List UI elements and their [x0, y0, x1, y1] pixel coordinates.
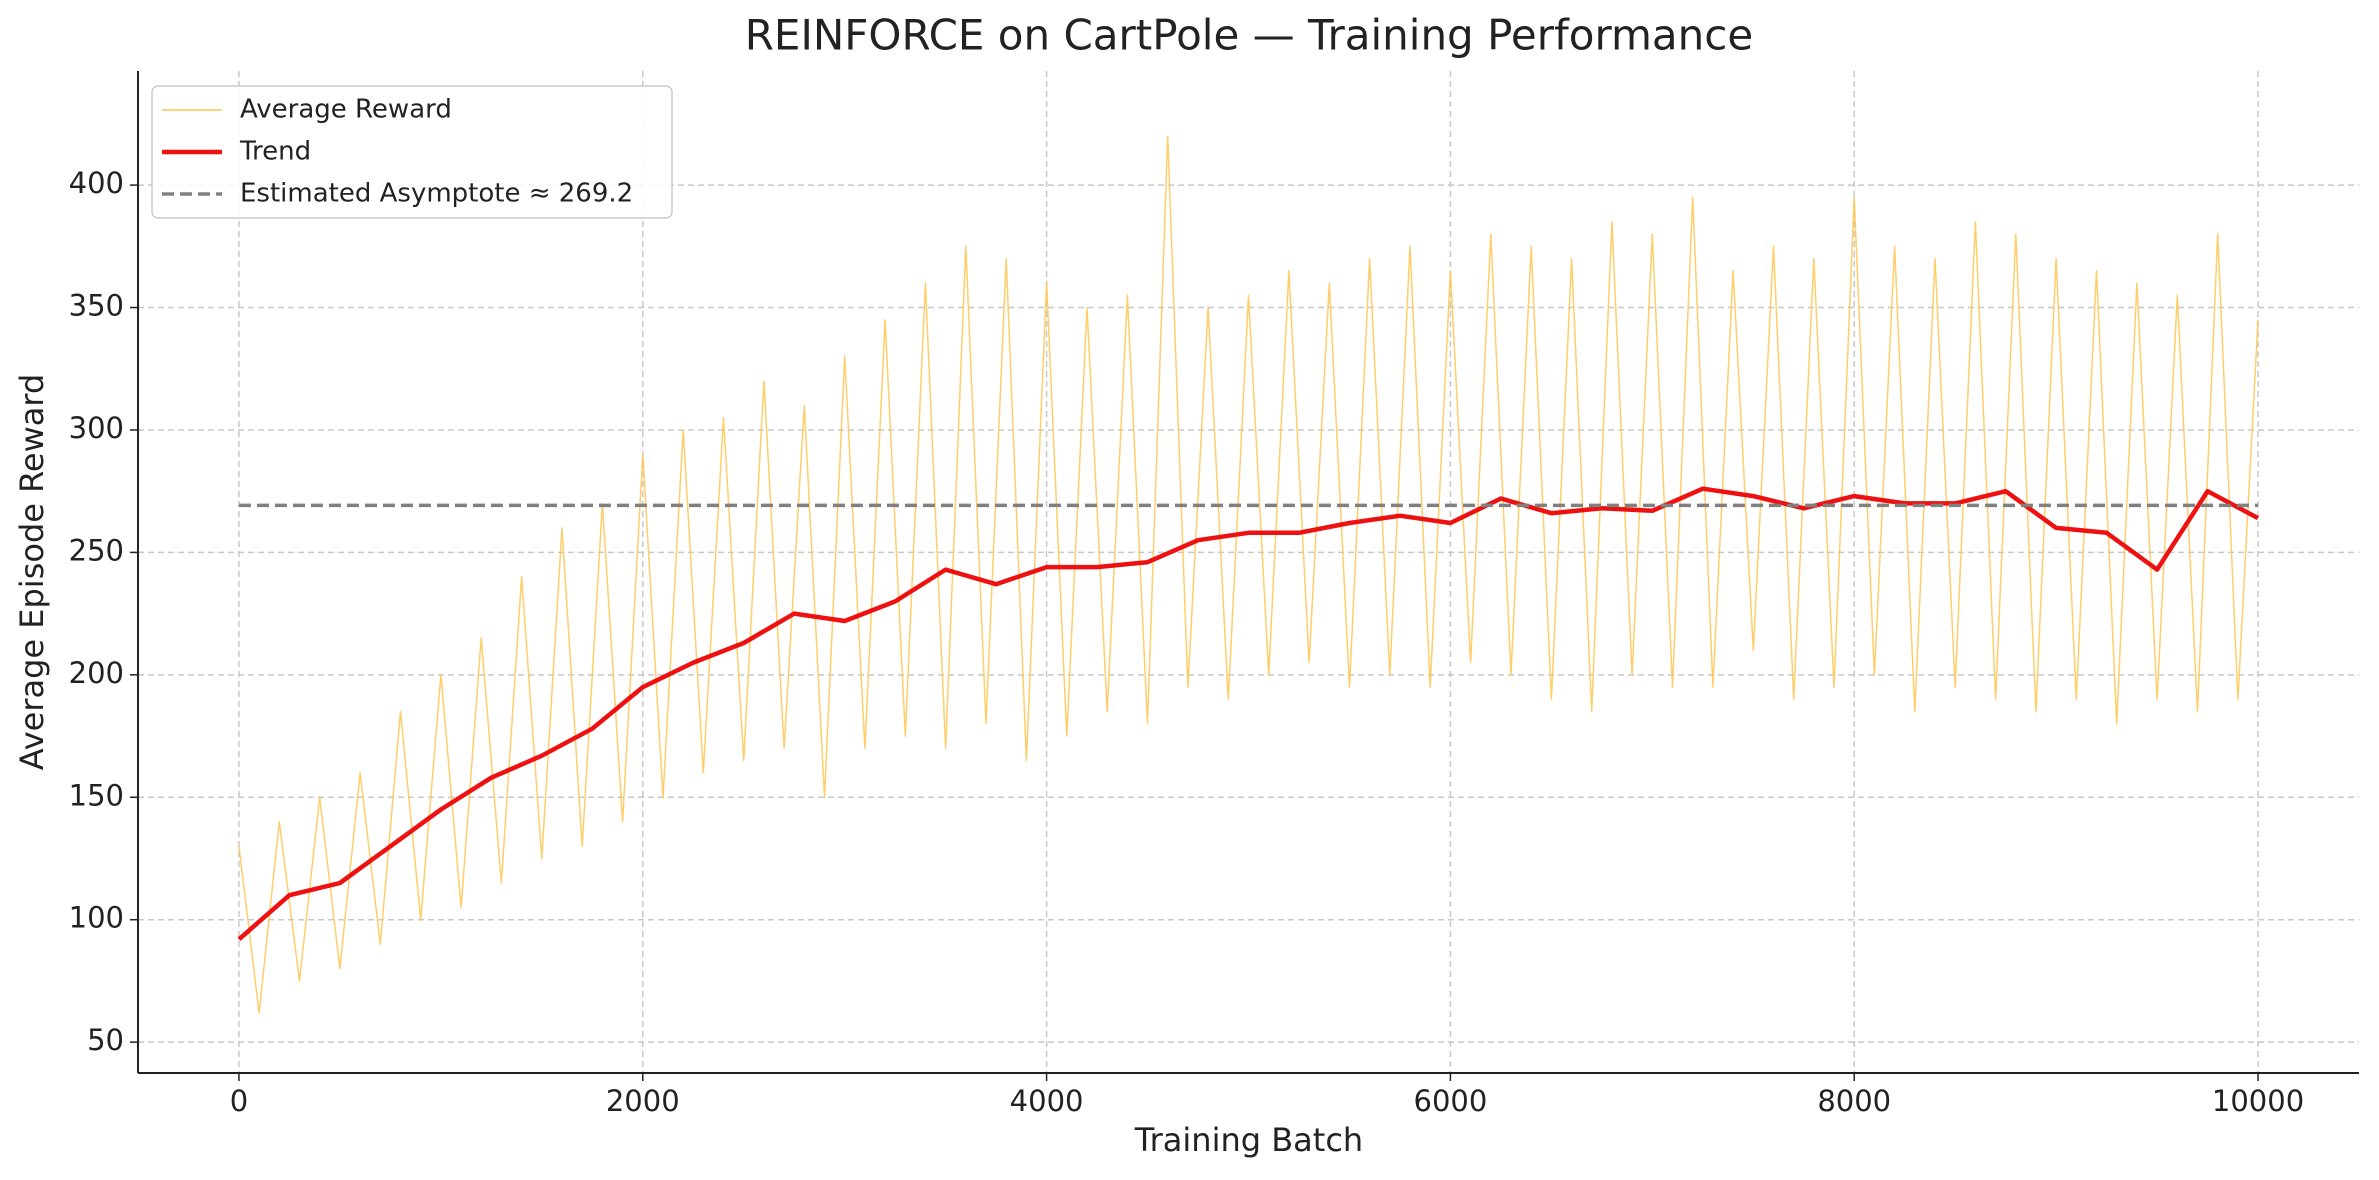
- x-tick-label: 6000: [1414, 1084, 1488, 1118]
- y-tick-label: 100: [69, 901, 124, 935]
- legend-label: Average Reward: [240, 95, 452, 125]
- y-tick-label: 250: [69, 533, 124, 567]
- x-tick-label: 4000: [1010, 1084, 1084, 1118]
- series-line: [238, 135, 2259, 1014]
- y-tick-label: 150: [69, 778, 124, 812]
- x-tick-label: 2000: [606, 1084, 680, 1118]
- legend-label: Estimated Asymptote ≈ 269.2: [240, 179, 633, 209]
- y-tick-label: 350: [69, 289, 124, 323]
- x-tick-label: 8000: [1817, 1084, 1891, 1118]
- y-tick-label: 200: [69, 656, 124, 690]
- legend-box: [151, 85, 673, 219]
- series-line: [237, 486, 2260, 941]
- y-axis-label: Average Episode Reward: [13, 374, 51, 771]
- x-tick-label: 0: [230, 1084, 248, 1118]
- chart-title: REINFORCE on CartPole — Training Perform…: [745, 11, 1753, 60]
- x-tick-label: 10000: [2212, 1084, 2304, 1118]
- y-tick-label: 50: [87, 1023, 124, 1057]
- y-tick-label: 300: [69, 411, 124, 445]
- x-axis-label: Training Batch: [1134, 1121, 1363, 1159]
- legend-label: Trend: [239, 137, 311, 167]
- y-tick-label: 400: [69, 166, 124, 200]
